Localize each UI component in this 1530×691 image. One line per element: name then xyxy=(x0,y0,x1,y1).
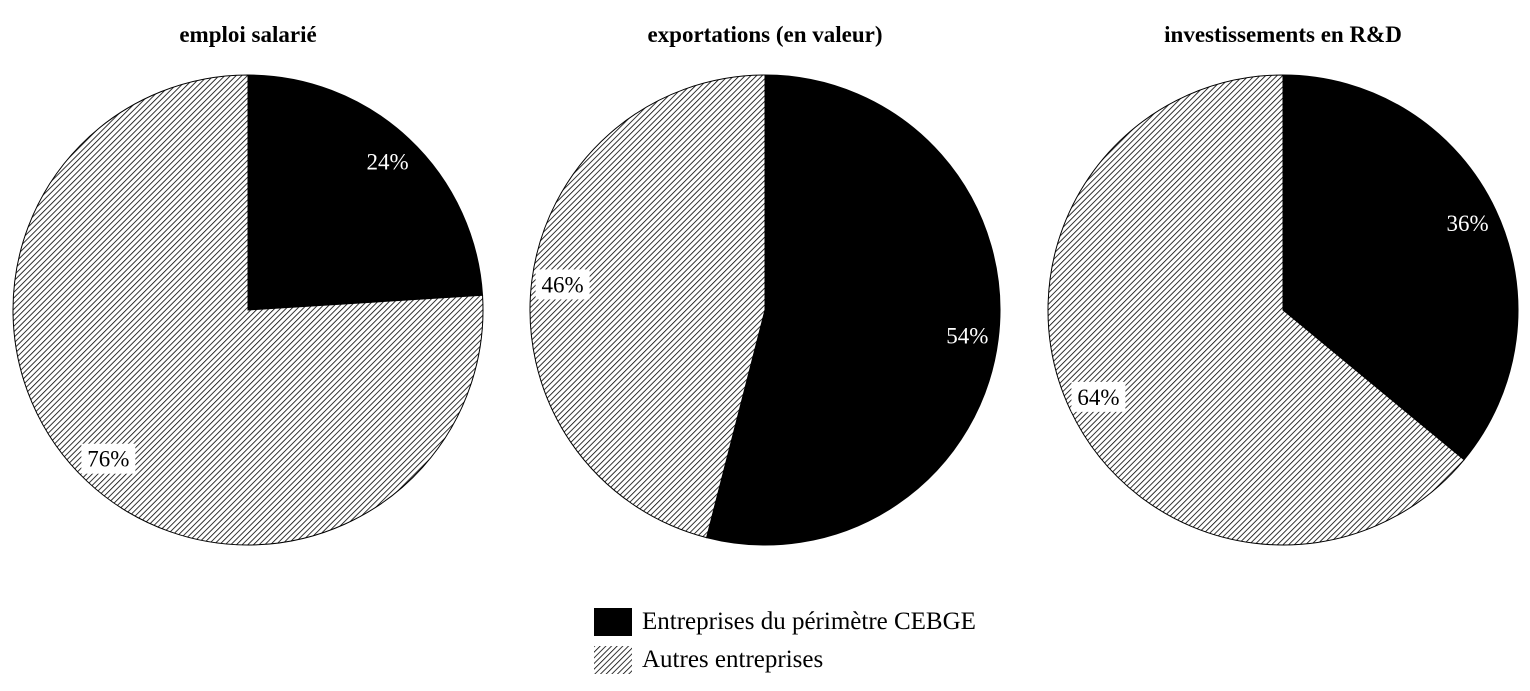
data-label: 76% xyxy=(87,447,129,472)
data-label: 54% xyxy=(946,324,988,349)
pie-slice-cebge xyxy=(705,74,1001,546)
legend-item-autres: Autres entreprises xyxy=(594,641,976,679)
legend: Entreprises du périmètre CEBGE Autres en… xyxy=(594,603,976,679)
pie-title: emploi salarié xyxy=(179,22,316,47)
data-label: 36% xyxy=(1446,211,1488,236)
pie-title: exportations (en valeur) xyxy=(647,22,882,47)
data-label-background xyxy=(81,443,136,474)
pie-slice-autres xyxy=(1047,74,1465,546)
pie-title: investissements en R&D xyxy=(1164,22,1402,47)
pie-slice-cebge xyxy=(1282,74,1519,461)
data-label: 64% xyxy=(1077,385,1119,410)
pie-slice-autres xyxy=(529,74,766,539)
legend-swatch-solid xyxy=(594,608,632,636)
legend-label: Autres entreprises xyxy=(642,646,824,673)
legend-swatch-hatch xyxy=(594,646,632,674)
data-label-background xyxy=(535,269,590,300)
pie-slice-autres xyxy=(12,74,484,546)
legend-item-cebge: Entreprises du périmètre CEBGE xyxy=(594,603,976,641)
pie-charts: emploi salarié 24% 76% exportations (en val… xyxy=(12,22,1519,546)
data-label: 46% xyxy=(542,272,584,297)
legend-label: Entreprises du périmètre CEBGE xyxy=(642,608,976,635)
pie-slice-cebge xyxy=(247,74,484,311)
data-label-background xyxy=(1071,381,1126,412)
data-label: 24% xyxy=(367,149,409,174)
